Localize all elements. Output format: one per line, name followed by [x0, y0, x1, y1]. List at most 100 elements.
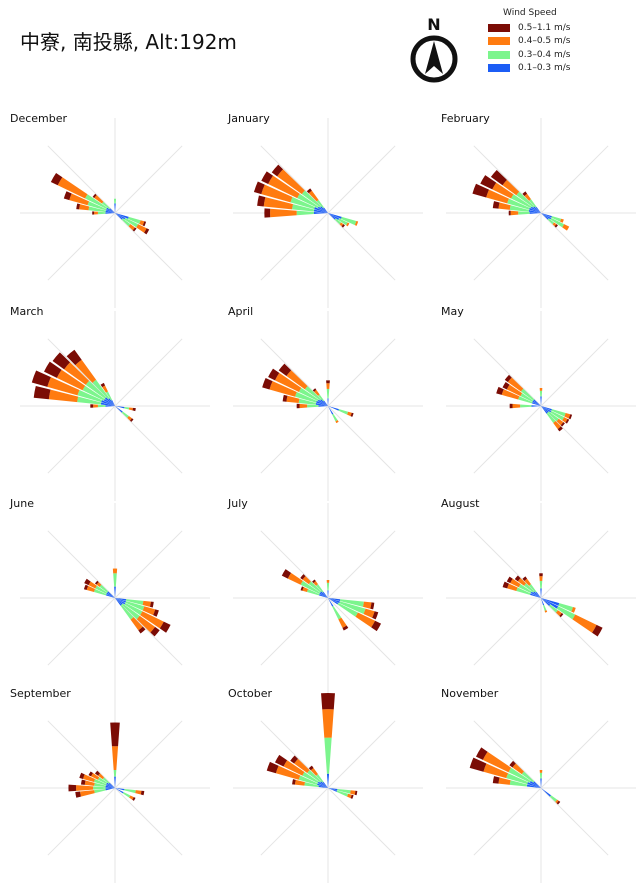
wind-petal-120-bin-2: [572, 614, 597, 633]
wind-petal-310-bin-2: [294, 758, 310, 773]
wind-petal-310-bin-1: [101, 201, 111, 210]
panel-title: January: [227, 112, 270, 125]
wind-petal-130-bin-1: [549, 604, 558, 613]
wind-petal-120-bin-2: [346, 222, 350, 227]
wind-petal-110-bin-0: [328, 213, 342, 219]
wind-petal-310-bin-3: [504, 374, 512, 383]
wind-petal-140-bin-0: [541, 406, 548, 414]
wind-petal-130-bin-3: [341, 224, 345, 228]
wind-petal-150-bin-2: [335, 420, 339, 424]
wind-petal-290-bin-0: [529, 207, 541, 213]
wind-petal-290-bin-1: [93, 589, 107, 596]
wind-petal-140-bin-2: [553, 420, 561, 430]
wind-petal-270-bin-2: [94, 211, 98, 215]
wind-petal-130-bin-3: [560, 422, 565, 427]
wind-petal-0-bin-1: [113, 769, 117, 777]
wind-petal-110-bin-0: [328, 598, 340, 604]
wind-petal-290-bin-0: [527, 782, 541, 788]
wind-petal-280-bin-2: [498, 202, 511, 210]
wind-petal-130-bin-1: [121, 411, 129, 418]
wind-petal-300-bin-2: [510, 578, 521, 588]
wind-petal-280-bin-0: [315, 402, 328, 406]
wind-petal-120-bin-2: [562, 417, 568, 423]
wind-petal-310-bin-2: [502, 179, 520, 196]
wind-petal-290-bin-1: [298, 775, 318, 785]
wind-petal-270-bin-0: [318, 405, 328, 407]
wind-petal-130-bin-0: [541, 406, 549, 413]
wind-petal-0-bin-1: [326, 582, 330, 591]
wind-petal-300-bin-3: [88, 771, 93, 777]
wind-petal-160-bin-2: [544, 610, 548, 613]
wind-petal-270-bin-1: [97, 211, 106, 215]
panel-title: May: [441, 305, 464, 318]
wind-petal-130-bin-0: [115, 213, 123, 220]
wind-petal-300-bin-3: [261, 171, 273, 185]
wind-petal-0-bin-2: [111, 746, 119, 770]
wind-petal-300-bin-3: [506, 576, 513, 584]
windrose-panel-february: February: [441, 112, 636, 308]
wind-petal-320-bin-2: [524, 578, 531, 586]
wind-petal-280-bin-0: [528, 209, 541, 213]
wind-petal-120-bin-3: [565, 418, 570, 424]
wind-petal-0-bin-0: [327, 398, 329, 406]
wind-petal-320-bin-0: [322, 781, 328, 788]
wind-petal-310-bin-1: [102, 777, 110, 784]
wind-petal-300-bin-2: [287, 572, 303, 585]
wind-petal-110-bin-0: [541, 213, 552, 218]
wind-petal-320-bin-0: [535, 206, 541, 213]
wind-petal-140-bin-1: [546, 412, 556, 423]
wind-petal-320-bin-1: [529, 199, 537, 208]
wind-petal-110-bin-1: [336, 790, 349, 797]
wind-petal-280-bin-1: [94, 782, 106, 788]
wind-petal-310-bin-3: [52, 352, 71, 370]
wind-petal-280-bin-1: [509, 205, 530, 212]
wind-petal-300-bin-2: [57, 177, 88, 199]
wind-petal-130-bin-3: [150, 626, 160, 637]
wind-petal-270-bin-0: [313, 211, 328, 215]
wind-petal-0-bin-0: [114, 586, 116, 598]
wind-petal-320-bin-2: [308, 190, 319, 202]
wind-petal-290-bin-2: [69, 193, 90, 206]
wind-petal-310-bin-0: [533, 781, 541, 788]
wind-petal-280-bin-0: [105, 210, 115, 213]
wind-petal-150-bin-1: [332, 413, 338, 422]
wind-petal-0-bin-2: [326, 383, 330, 389]
wind-petal-0-bin-2: [539, 769, 543, 773]
wind-petal-310-bin-0: [320, 781, 328, 788]
wind-petal-270-bin-3: [509, 403, 513, 409]
wind-petal-110-bin-3: [568, 414, 573, 420]
wind-petal-300-bin-2: [506, 384, 523, 397]
wind-petal-300-bin-1: [520, 393, 534, 402]
wind-petal-310-bin-1: [520, 388, 535, 401]
wind-petal-110-bin-3: [372, 611, 379, 620]
wind-petal-130-bin-2: [339, 222, 344, 227]
wind-petal-330-bin-0: [111, 400, 115, 406]
wind-petal-310-bin-3: [509, 760, 516, 768]
wind-petal-100-bin-3: [132, 407, 136, 412]
wind-petal-140-bin-1: [120, 604, 134, 620]
wind-petal-280-bin-0: [318, 785, 328, 788]
wind-petal-310-bin-2: [277, 169, 305, 195]
wind-petal-0-bin-0: [540, 588, 542, 598]
wind-petal-290-bin-3: [253, 181, 265, 195]
wind-petal-300-bin-0: [317, 781, 328, 788]
wind-petal-320-bin-1: [92, 379, 110, 400]
wind-petal-290-bin-2: [269, 381, 297, 397]
wind-petal-300-bin-2: [492, 182, 514, 199]
wind-petal-300-bin-0: [317, 399, 328, 406]
wind-petal-270-bin-3: [92, 211, 95, 215]
wind-petal-300-bin-0: [106, 592, 115, 598]
wind-petal-120-bin-1: [122, 792, 131, 798]
wind-petal-270-bin-3: [264, 208, 271, 218]
wind-petal-130-bin-1: [334, 218, 342, 225]
wind-petal-270-bin-0: [531, 405, 541, 407]
wind-petal-100-bin-0: [115, 598, 127, 601]
legend-item: 0.4–0.5 m/s: [486, 35, 636, 49]
wind-petal-270-bin-3: [68, 784, 77, 792]
wind-petal-130-bin-0: [115, 406, 123, 413]
wind-petal-320-bin-3: [522, 191, 528, 196]
wind-petal-130-bin-1: [121, 603, 140, 620]
wind-petal-0-bin-0: [540, 778, 542, 788]
panel-title: February: [441, 112, 490, 125]
wind-petal-310-bin-1: [307, 770, 322, 783]
